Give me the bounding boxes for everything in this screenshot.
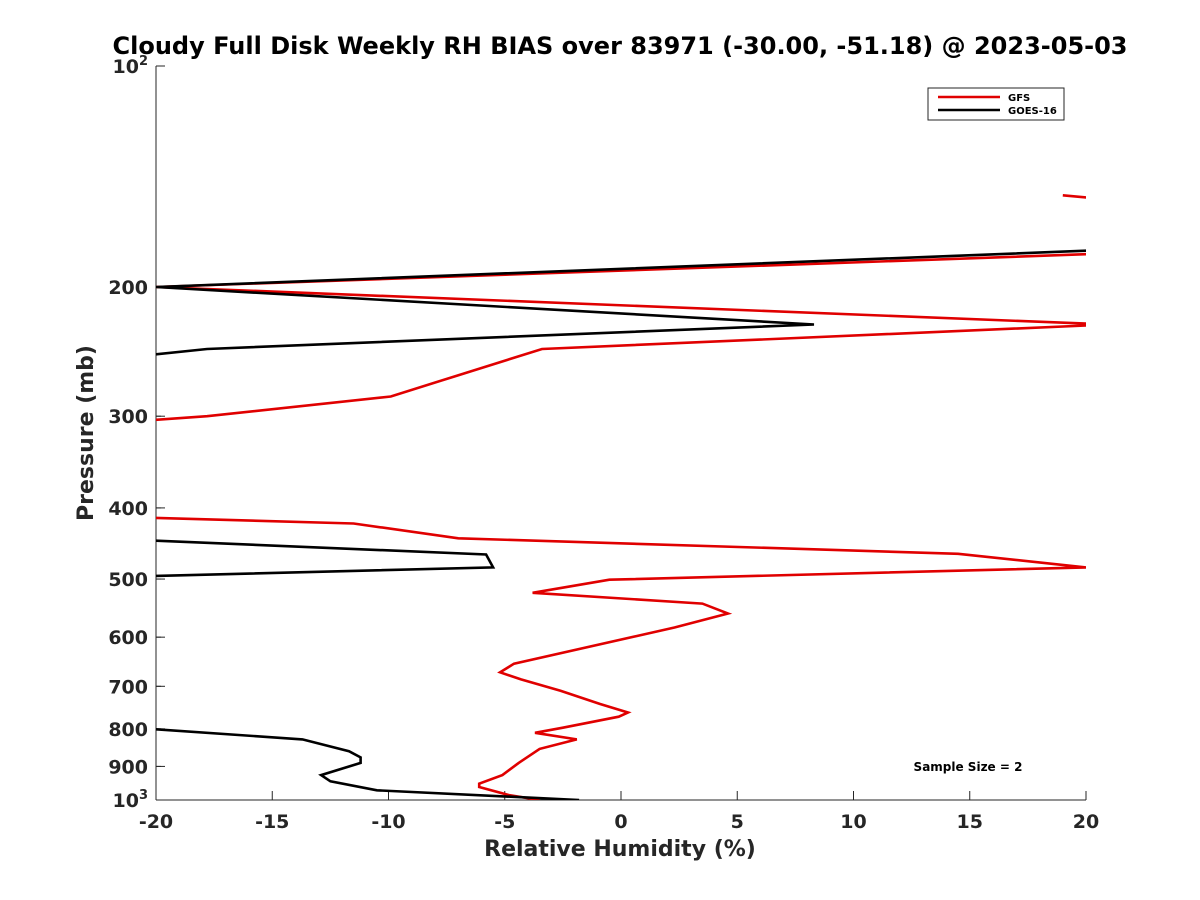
x-tick-label: 5	[731, 811, 744, 833]
axes: -20 -15 -10 -5 0 5 10 15 20 102 200 300 400 500 600 700…	[108, 54, 1099, 833]
series-line	[156, 252, 1086, 422]
x-tick-label: 20	[1073, 811, 1099, 833]
x-axis-label: Relative Humidity (%)	[484, 837, 756, 862]
series-goes-16	[156, 249, 1086, 800]
legend: GFS GOES-16	[927, 87, 1065, 121]
legend-box	[927, 87, 1065, 121]
series-line	[156, 249, 1086, 356]
y-tick-label: 700	[108, 676, 148, 698]
series-line	[1062, 194, 1086, 199]
x-tick-label: 10	[840, 811, 866, 833]
y-tick-label: 500	[108, 569, 148, 591]
x-tick-label: -15	[255, 811, 289, 833]
legend-label: GFS	[1008, 93, 1030, 104]
plot-area	[156, 194, 1086, 800]
y-tick-label: 200	[108, 277, 148, 299]
x-tick-label: -20	[139, 811, 173, 833]
y-tick-label: 900	[108, 756, 148, 778]
y-tick-label: 800	[108, 719, 148, 741]
y-axis-label: Pressure (mb)	[74, 345, 99, 521]
series-line	[156, 516, 1086, 800]
y-tick-label: 600	[108, 627, 148, 649]
sample-size-annotation: Sample Size = 2	[914, 760, 1023, 774]
series-gfs	[156, 194, 1086, 800]
y-tick-label: 400	[108, 498, 148, 520]
legend-label: GOES-16	[1008, 106, 1057, 117]
y-tick-label: 102	[113, 54, 149, 78]
series-line	[156, 727, 580, 800]
y-tick-label: 103	[113, 788, 149, 812]
x-tick-label: 0	[614, 811, 627, 833]
y-tick-label: 300	[108, 406, 148, 428]
x-tick-label: -5	[494, 811, 515, 833]
x-tick-label: 15	[957, 811, 983, 833]
x-tick-label: -10	[371, 811, 405, 833]
chart-title: Cloudy Full Disk Weekly RH BIAS over 839…	[113, 32, 1128, 60]
series-line	[156, 539, 496, 578]
